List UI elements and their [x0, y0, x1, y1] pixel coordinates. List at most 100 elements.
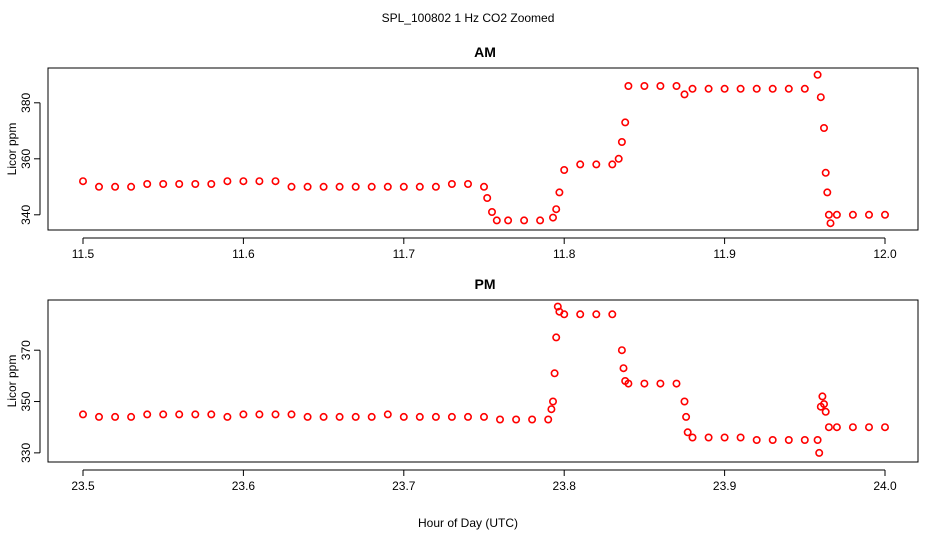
- pm-data-point: [608, 310, 617, 319]
- am-data-point: [271, 177, 280, 186]
- am-data-point: [624, 82, 633, 91]
- pm-x-axis: 23.5 23.6 23.7 23.8 23.9 24.0: [71, 469, 897, 493]
- am-panel-title: AM: [474, 44, 496, 60]
- am-y-axis-label: Licor ppm: [5, 123, 19, 176]
- pm-data-point: [399, 412, 408, 421]
- pm-data-point: [720, 433, 729, 442]
- am-data-point: [819, 124, 828, 133]
- am-data-point: [880, 210, 889, 219]
- am-data-point: [143, 180, 152, 189]
- am-data-point: [79, 177, 88, 186]
- pm-data-point: [640, 379, 649, 388]
- am-data-point: [672, 82, 681, 91]
- am-data-point: [159, 180, 168, 189]
- pm-data-point: [143, 410, 152, 419]
- pm-data-point: [383, 410, 392, 419]
- am-data-point: [287, 182, 296, 191]
- am-data-point: [431, 182, 440, 191]
- pm-x-tick-label: 23.9: [713, 479, 737, 493]
- am-data-point: [447, 180, 456, 189]
- pm-data-point: [752, 435, 761, 444]
- pm-data-point: [287, 410, 296, 419]
- am-y-axis: 340 360 380: [19, 92, 41, 225]
- am-data-point: [536, 216, 545, 225]
- pm-data-point: [111, 412, 120, 421]
- pm-data-point: [207, 410, 216, 419]
- am-data-point: [784, 84, 793, 93]
- pm-data-point: [824, 423, 833, 432]
- am-data-point: [768, 84, 777, 93]
- am-data-point: [640, 82, 649, 91]
- am-x-tick-label: 11.8: [553, 247, 576, 261]
- pm-y-axis: 330 350 370: [19, 340, 41, 463]
- am-data-point: [223, 177, 232, 186]
- pm-data-point: [239, 410, 248, 419]
- pm-data-point: [784, 435, 793, 444]
- am-data-point: [656, 82, 665, 91]
- am-data-point: [383, 182, 392, 191]
- am-data-point: [736, 84, 745, 93]
- pm-data-point: [495, 415, 504, 424]
- am-data-point: [239, 177, 248, 186]
- pm-x-tick-label: 23.8: [553, 479, 577, 493]
- am-data-point: [688, 84, 697, 93]
- am-data-point: [704, 84, 713, 93]
- pm-data-points: [79, 302, 889, 457]
- pm-data-point: [619, 364, 628, 373]
- pm-data-point: [127, 412, 136, 421]
- pm-data-point: [223, 412, 232, 421]
- am-data-point: [303, 182, 312, 191]
- pm-y-tick-label: 370: [19, 340, 33, 360]
- pm-x-tick-label: 23.5: [71, 479, 95, 493]
- pm-data-point: [550, 369, 559, 378]
- am-data-point: [399, 182, 408, 191]
- pm-y-tick-label: 330: [19, 443, 33, 463]
- pm-data-point: [303, 412, 312, 421]
- am-data-point: [832, 210, 841, 219]
- am-y-tick-label: 360: [19, 148, 33, 168]
- am-data-point: [351, 182, 360, 191]
- pm-data-point: [800, 435, 809, 444]
- am-data-point: [680, 90, 689, 99]
- pm-data-point: [832, 423, 841, 432]
- am-data-point: [319, 182, 328, 191]
- am-data-point: [255, 177, 264, 186]
- am-data-point: [826, 219, 835, 228]
- am-data-point: [592, 160, 601, 169]
- am-data-point: [813, 70, 822, 79]
- pm-x-tick-label: 23.7: [392, 479, 416, 493]
- am-x-tick-label: 12.0: [873, 247, 897, 261]
- pm-data-point: [191, 410, 200, 419]
- am-data-point: [191, 180, 200, 189]
- am-data-point: [608, 160, 617, 169]
- pm-data-point: [576, 310, 585, 319]
- am-data-point: [111, 182, 120, 191]
- pm-data-point: [682, 412, 691, 421]
- pm-data-point: [255, 410, 264, 419]
- am-data-point: [552, 205, 561, 214]
- pm-data-point: [95, 412, 104, 421]
- pm-data-point: [79, 410, 88, 419]
- am-data-point: [617, 138, 626, 147]
- pm-y-tick-label: 350: [19, 391, 33, 411]
- pm-data-point: [624, 379, 633, 388]
- pm-data-point: [479, 412, 488, 421]
- am-data-point: [824, 210, 833, 219]
- pm-data-point: [617, 346, 626, 355]
- pm-data-point: [848, 423, 857, 432]
- am-data-point: [823, 188, 832, 197]
- am-data-point: [207, 180, 216, 189]
- pm-panel: PM Licor ppm 23.5 23.6 23.7 23.8 23.9 24.0 33…: [5, 276, 919, 493]
- pm-data-point: [431, 412, 440, 421]
- am-x-tick-label: 11.9: [713, 247, 736, 261]
- am-data-point: [848, 210, 857, 219]
- am-data-point: [367, 182, 376, 191]
- pm-data-point: [335, 412, 344, 421]
- figure-x-axis-label: Hour of Day (UTC): [418, 516, 518, 530]
- am-data-point: [816, 93, 825, 102]
- am-data-point: [504, 216, 513, 225]
- am-plot-frame: [47, 67, 919, 231]
- am-data-point: [555, 188, 564, 197]
- pm-data-point: [704, 433, 713, 442]
- pm-data-point: [447, 412, 456, 421]
